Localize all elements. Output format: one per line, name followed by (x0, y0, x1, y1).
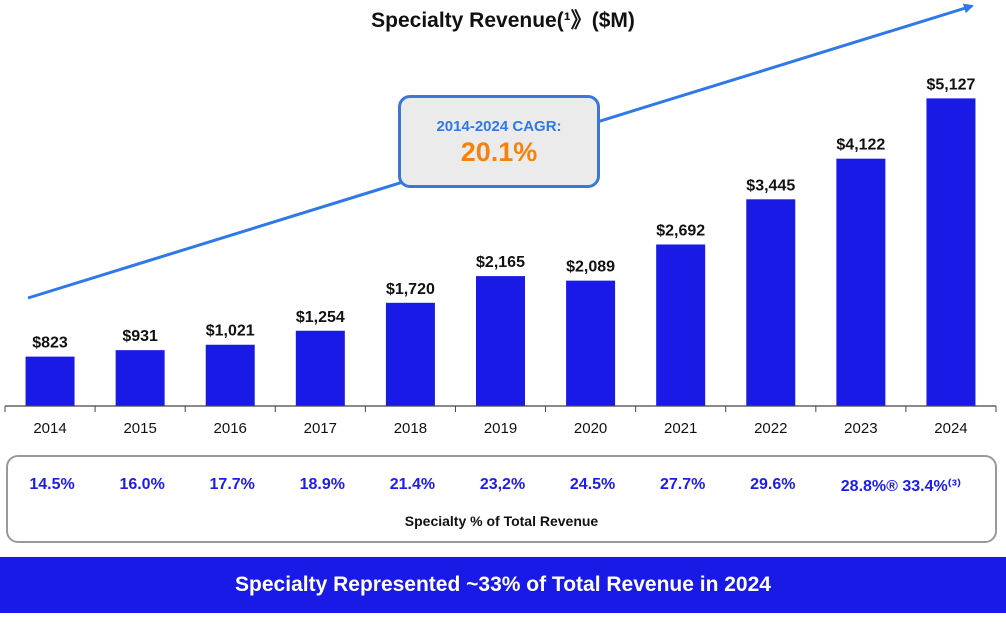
specialty-percent-caption: Specialty % of Total Revenue (404, 513, 599, 529)
data-label-2015: $931 (122, 328, 158, 345)
bar-2019 (476, 276, 525, 406)
data-label-2024: $5,127 (926, 76, 975, 93)
bar-2014 (25, 356, 75, 406)
data-label-2023: $4,122 (836, 137, 885, 154)
specialty-percent-2018: 21.4% (389, 476, 436, 493)
x-tick-label-2023: 2023 (844, 420, 877, 437)
specialty-percent-2015: 16.0% (119, 476, 165, 493)
bar-2024 (926, 98, 976, 406)
specialty-percent-2016: 17.7% (209, 476, 255, 493)
x-tick-label-2020: 2020 (574, 420, 607, 437)
specialty-percent-panel: 14.5% 16.0% 17.7% 18.9% 21.4% 23,2% 24.5% 27.7%… (6, 455, 997, 543)
x-tick-label-2022: 2022 (754, 420, 787, 437)
x-tick-label-2015: 2015 (123, 420, 156, 437)
x-tick-label-2017: 2017 (304, 420, 337, 437)
bar-2021 (656, 244, 706, 406)
summary-banner: Specialty Represented ~33% of Total Reve… (0, 557, 1006, 613)
specialty-percent-2020: 24.5% (569, 476, 616, 493)
bar-2022 (746, 199, 796, 406)
specialty-percent-2021: 27.7% (659, 476, 706, 493)
data-label-2019: $2,165 (476, 254, 525, 271)
bar-2020 (566, 280, 616, 406)
specialty-percent-2019: 23,2% (479, 476, 526, 493)
cagr-callout: 2014-2024 CAGR: 20.1% (398, 95, 600, 188)
cagr-label: 2014-2024 CAGR: (436, 118, 562, 135)
bar-2016 (205, 344, 255, 406)
data-label-2020: $2,089 (566, 259, 615, 276)
x-tick-label-2024: 2024 (934, 420, 967, 437)
x-tick-label-2014: 2014 (33, 420, 66, 437)
bar-2017 (295, 330, 345, 406)
specialty-percent-2017: 18.9% (299, 476, 345, 493)
data-label-2017: $1,254 (296, 309, 345, 326)
cagr-value: 20.1% (460, 137, 538, 167)
specialty-percent-2022: 29.6% (750, 476, 796, 493)
data-label-2016: $1,021 (206, 323, 255, 340)
data-label-2014: $823 (32, 335, 68, 352)
data-label-2021: $2,692 (656, 222, 705, 239)
specialty-percent-2023: 28.8%® 33.4%⁽³⁾ (840, 478, 961, 495)
bar-chart: $823 $931 $1,021 $1,254 $1,720 $2,165 $2,089 $2… (4, 3, 997, 437)
bar-2018 (385, 302, 435, 406)
x-tick-label-2021: 2021 (664, 420, 697, 437)
specialty-percent-2014: 14.5% (29, 476, 75, 493)
data-label-2018: $1,720 (386, 281, 435, 298)
bar-2023 (836, 158, 886, 406)
chart-title: Specialty Revenue(¹》($M) (371, 9, 635, 32)
x-tick-label-2019: 2019 (484, 420, 517, 437)
data-label-2022: $3,445 (746, 177, 795, 194)
x-tick-label-2018: 2018 (394, 420, 427, 437)
x-tick-label-2016: 2016 (214, 420, 247, 437)
bar-2015 (115, 350, 165, 406)
